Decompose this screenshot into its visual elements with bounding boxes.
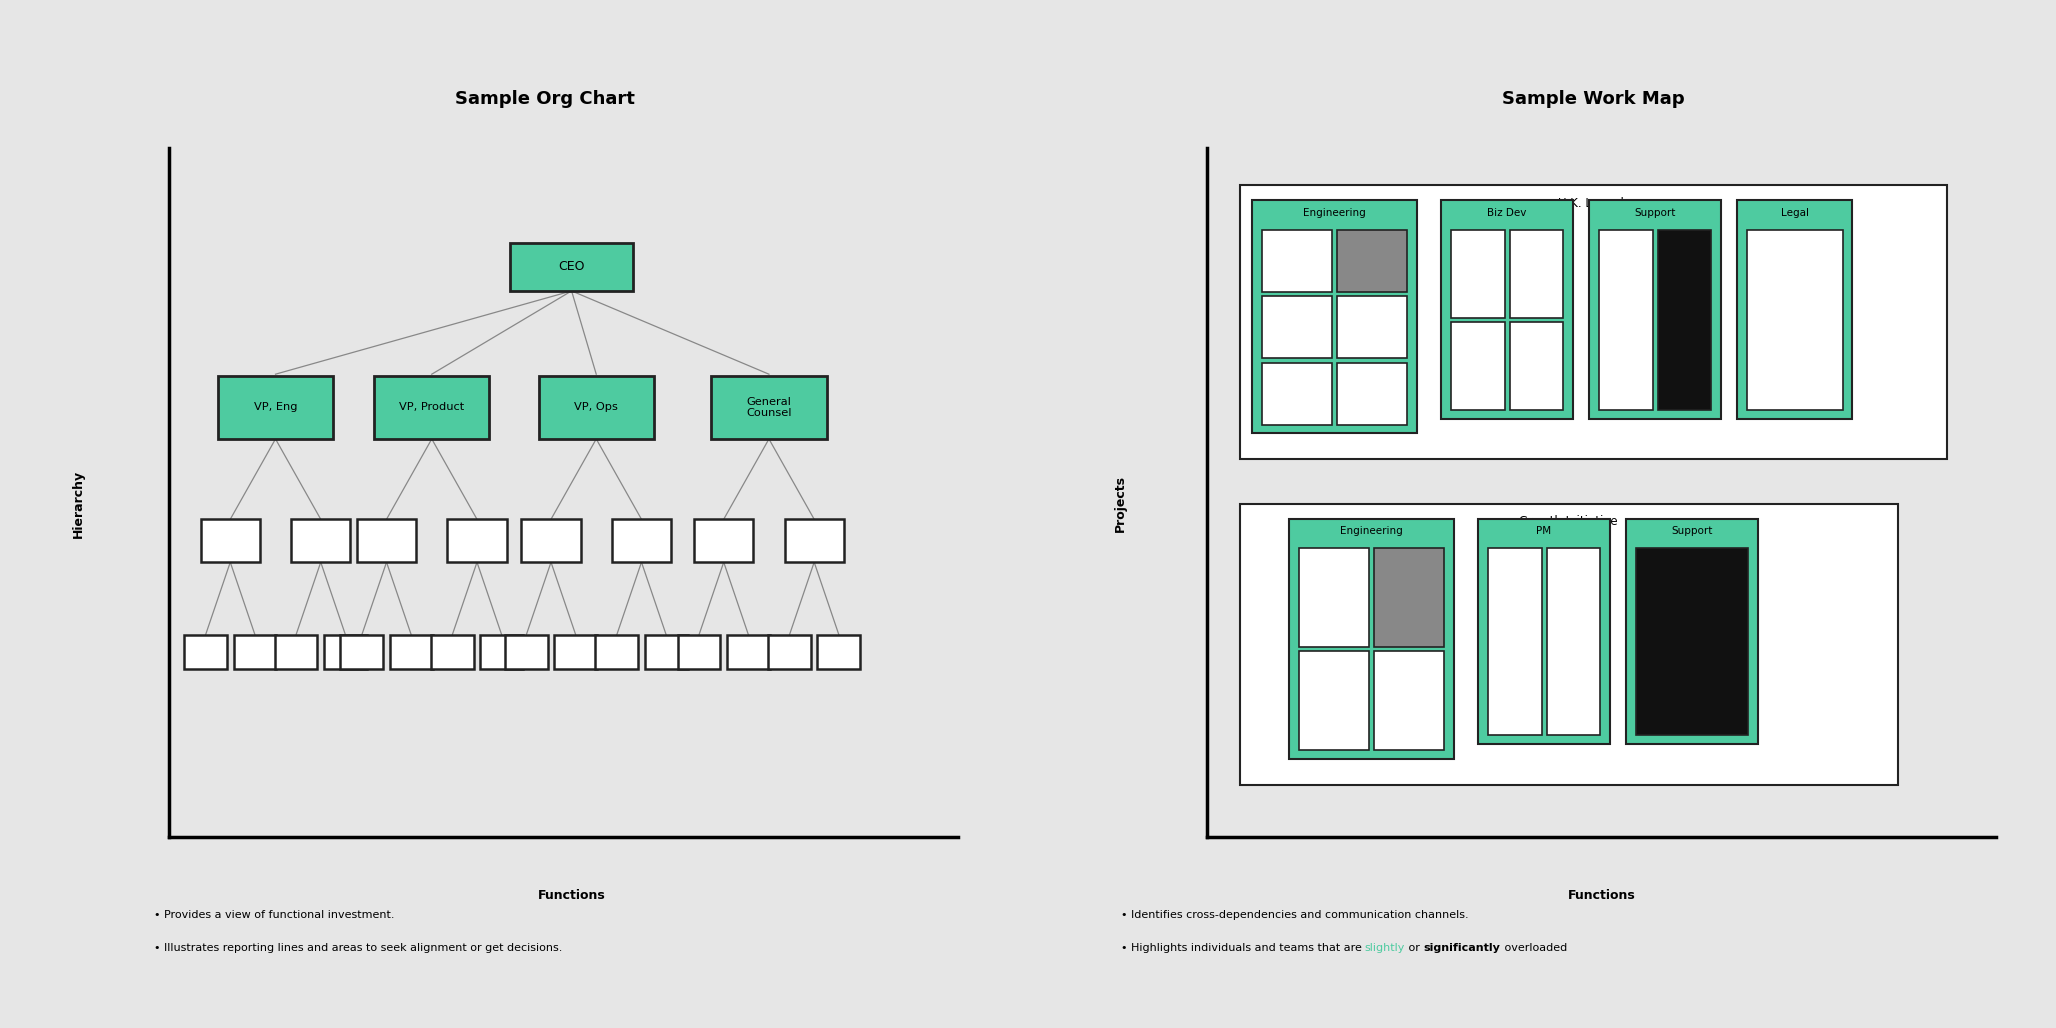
Bar	[218, 376, 333, 439]
Bar	[613, 519, 670, 562]
Bar	[522, 519, 580, 562]
Text: Growth Initiative: Growth Initiative	[1519, 515, 1618, 527]
Text: Sample Work Map: Sample Work Map	[1503, 89, 1684, 108]
Bar	[728, 634, 769, 669]
Bar	[1637, 548, 1748, 735]
Text: General
Counsel: General Counsel	[746, 397, 792, 418]
Text: VP, Eng: VP, Eng	[253, 403, 298, 412]
Bar	[1252, 200, 1417, 434]
Bar	[341, 634, 382, 669]
Text: Biz Dev: Biz Dev	[1486, 208, 1528, 218]
Bar	[1452, 322, 1505, 410]
Bar	[695, 519, 752, 562]
Text: VP, Ops: VP, Ops	[574, 403, 619, 412]
Bar	[1489, 548, 1542, 735]
Bar	[374, 376, 489, 439]
Bar	[1262, 296, 1332, 358]
Bar	[1336, 296, 1406, 358]
Bar	[234, 634, 276, 669]
Text: U.K. Launch: U.K. Launch	[1558, 196, 1628, 210]
Text: Hierarchy: Hierarchy	[72, 470, 84, 538]
Bar	[646, 634, 687, 669]
Bar	[391, 634, 432, 669]
Text: Engineering: Engineering	[1304, 208, 1365, 218]
Text: Legal: Legal	[1780, 208, 1809, 218]
Bar	[1600, 230, 1653, 410]
Text: • Highlights individuals and teams that are: • Highlights individuals and teams that …	[1121, 943, 1365, 953]
Bar	[1452, 230, 1505, 318]
Bar	[785, 519, 843, 562]
Bar	[1240, 504, 1898, 785]
Bar	[481, 634, 522, 669]
Bar	[1441, 200, 1573, 418]
Bar	[1589, 200, 1721, 418]
Bar	[1478, 518, 1610, 744]
Bar	[1373, 548, 1443, 647]
Bar	[1262, 363, 1332, 425]
Bar	[506, 634, 547, 669]
Text: • Provides a view of functional investment.: • Provides a view of functional investme…	[154, 910, 395, 920]
Bar	[358, 519, 415, 562]
Bar	[1289, 518, 1454, 759]
Text: CEO: CEO	[559, 260, 584, 273]
Text: overloaded: overloaded	[1501, 943, 1567, 953]
Bar	[769, 634, 810, 669]
Bar	[555, 634, 596, 669]
Text: Functions: Functions	[539, 888, 604, 902]
Bar	[510, 243, 633, 291]
Text: Engineering: Engineering	[1341, 526, 1402, 536]
Text: VP, Product: VP, Product	[399, 403, 465, 412]
Bar	[1336, 363, 1406, 425]
Bar	[276, 634, 317, 669]
Text: Projects: Projects	[1114, 475, 1127, 533]
Text: Support: Support	[1635, 208, 1676, 218]
Bar	[1299, 652, 1369, 750]
Bar	[1737, 200, 1852, 418]
Text: significantly: significantly	[1423, 943, 1501, 953]
Bar	[539, 376, 654, 439]
Bar	[1546, 548, 1600, 735]
Text: Functions: Functions	[1569, 888, 1635, 902]
Bar	[1336, 230, 1406, 292]
Text: PM: PM	[1536, 526, 1552, 536]
Bar	[1240, 185, 1947, 460]
Bar	[596, 634, 637, 669]
Text: Support: Support	[1672, 526, 1713, 536]
Text: Sample Org Chart: Sample Org Chart	[454, 89, 635, 108]
Bar	[292, 519, 350, 562]
Bar	[1748, 230, 1842, 410]
Text: • Illustrates reporting lines and areas to seek alignment or get decisions.: • Illustrates reporting lines and areas …	[154, 943, 563, 953]
Bar	[1299, 548, 1369, 647]
Bar	[432, 634, 473, 669]
Bar	[1509, 230, 1563, 318]
Bar	[185, 634, 226, 669]
Bar	[678, 634, 720, 669]
Bar	[1373, 652, 1443, 750]
Bar	[1509, 322, 1563, 410]
Bar	[448, 519, 506, 562]
Bar	[201, 519, 259, 562]
Bar	[1626, 518, 1758, 744]
Bar	[711, 376, 827, 439]
Bar	[325, 634, 366, 669]
Bar	[818, 634, 859, 669]
Text: or: or	[1404, 943, 1423, 953]
Text: • Identifies cross-dependencies and communication channels.: • Identifies cross-dependencies and comm…	[1121, 910, 1468, 920]
Bar	[1657, 230, 1711, 410]
Bar	[1262, 230, 1332, 292]
Text: slightly: slightly	[1365, 943, 1404, 953]
